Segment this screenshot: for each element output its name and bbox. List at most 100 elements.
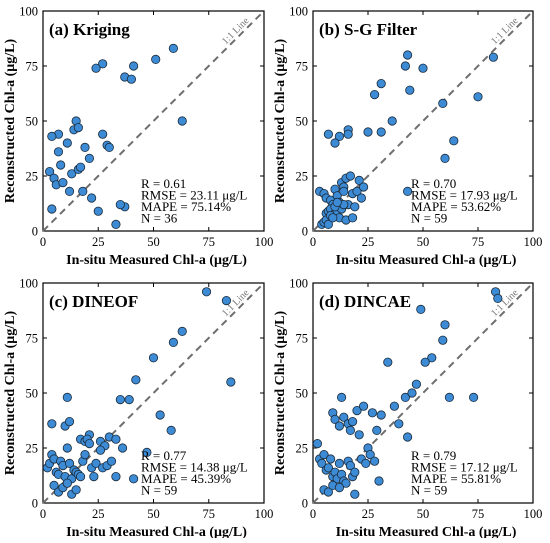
one-to-one-line bbox=[42, 282, 265, 504]
data-point bbox=[84, 438, 95, 449]
x-tick-label: 50 bbox=[417, 235, 430, 249]
x-axis-label: In-situ Measured Chl-a (μg/L) bbox=[336, 253, 517, 268]
panel-title: (a) Kriging bbox=[49, 20, 130, 39]
data-point bbox=[400, 61, 410, 71]
data-point bbox=[343, 129, 353, 139]
data-point bbox=[376, 79, 386, 89]
x-tick-label: 75 bbox=[472, 507, 485, 521]
data-point bbox=[325, 454, 336, 464]
data-point bbox=[111, 471, 121, 482]
data-point bbox=[98, 59, 108, 69]
y-tick-label: 0 bbox=[302, 225, 308, 239]
data-point bbox=[166, 425, 176, 435]
stat-line: RMSE = 23.11 μg/L bbox=[141, 188, 247, 203]
data-point bbox=[418, 63, 428, 73]
data-point bbox=[80, 449, 90, 460]
data-point bbox=[62, 392, 72, 402]
stat-line: RMSE = 17.93 μg/L bbox=[411, 188, 518, 203]
data-point bbox=[356, 193, 366, 203]
x-tick-label: 25 bbox=[92, 235, 105, 249]
data-point bbox=[47, 204, 57, 214]
data-point bbox=[168, 337, 178, 347]
data-point bbox=[416, 304, 426, 314]
x-tick-label: 25 bbox=[362, 507, 375, 521]
data-point bbox=[117, 443, 128, 453]
data-point bbox=[369, 456, 380, 466]
data-point bbox=[49, 480, 59, 490]
data-point bbox=[91, 458, 101, 468]
data-point bbox=[151, 54, 161, 65]
y-tick-label: 50 bbox=[296, 387, 309, 401]
data-point bbox=[62, 443, 72, 453]
y-tick-label: 50 bbox=[296, 115, 309, 129]
data-point bbox=[394, 419, 404, 429]
data-point bbox=[488, 52, 498, 62]
data-point bbox=[407, 388, 417, 398]
y-tick-label: 0 bbox=[302, 497, 308, 511]
y-tick-label: 100 bbox=[19, 5, 38, 19]
x-tick-label: 75 bbox=[203, 507, 216, 521]
data-point bbox=[369, 90, 380, 100]
data-point bbox=[80, 142, 90, 152]
x-tick-label: 0 bbox=[40, 235, 46, 249]
data-point bbox=[334, 131, 344, 141]
y-axis-label: Reconstructed Chl-a (μg/L) bbox=[3, 311, 18, 476]
data-point bbox=[67, 169, 77, 179]
data-point bbox=[317, 458, 327, 468]
data-point bbox=[62, 478, 72, 488]
x-axis-label: In-situ Measured Chl-a (μg/L) bbox=[66, 253, 247, 268]
stat-line: RMSE = 14.38 μg/L bbox=[141, 460, 248, 475]
y-tick-label: 75 bbox=[296, 60, 309, 74]
y-tick-label: 50 bbox=[26, 115, 39, 129]
stat-line: R = 0.61 bbox=[141, 176, 186, 191]
data-point bbox=[350, 489, 360, 499]
data-point bbox=[376, 127, 386, 137]
x-tick-label: 100 bbox=[524, 507, 543, 521]
data-point bbox=[352, 186, 362, 196]
stat-line: N = 59 bbox=[411, 211, 447, 226]
panel-title: (c) DINEOF bbox=[49, 292, 138, 311]
data-point bbox=[334, 458, 344, 468]
data-point bbox=[468, 392, 479, 402]
data-point bbox=[440, 320, 450, 330]
data-point bbox=[438, 98, 448, 109]
data-point bbox=[345, 425, 355, 435]
y-tick-label: 0 bbox=[32, 497, 38, 511]
x-tick-label: 100 bbox=[524, 235, 543, 249]
data-point bbox=[358, 182, 369, 192]
y-tick-label: 75 bbox=[26, 60, 39, 74]
data-point bbox=[350, 202, 360, 212]
data-point bbox=[129, 61, 139, 71]
data-point bbox=[93, 206, 103, 216]
data-point bbox=[328, 213, 338, 223]
x-tick-label: 75 bbox=[203, 235, 216, 249]
data-point bbox=[323, 463, 333, 473]
y-tick-label: 25 bbox=[26, 170, 39, 184]
data-point bbox=[402, 432, 413, 442]
stat-line: N = 59 bbox=[141, 483, 177, 498]
data-point bbox=[319, 449, 329, 460]
data-point bbox=[226, 377, 236, 387]
y-tick-label: 0 bbox=[32, 225, 38, 239]
data-point bbox=[330, 414, 340, 424]
data-point bbox=[493, 293, 503, 303]
data-point bbox=[334, 482, 344, 493]
data-point bbox=[201, 287, 212, 297]
data-point bbox=[363, 127, 373, 137]
data-point bbox=[56, 160, 66, 170]
x-tick-label: 50 bbox=[147, 235, 160, 249]
data-point bbox=[372, 425, 382, 435]
stat-line: N = 36 bbox=[141, 211, 178, 226]
data-point bbox=[111, 219, 121, 229]
data-point bbox=[330, 138, 340, 148]
data-point bbox=[84, 153, 95, 163]
data-point bbox=[354, 430, 364, 440]
y-axis-label: Reconstructed Chl-a (μg/L) bbox=[273, 311, 288, 476]
data-point bbox=[420, 357, 430, 367]
data-point bbox=[339, 412, 349, 422]
data-point bbox=[358, 401, 369, 411]
x-tick-label: 50 bbox=[417, 507, 430, 521]
